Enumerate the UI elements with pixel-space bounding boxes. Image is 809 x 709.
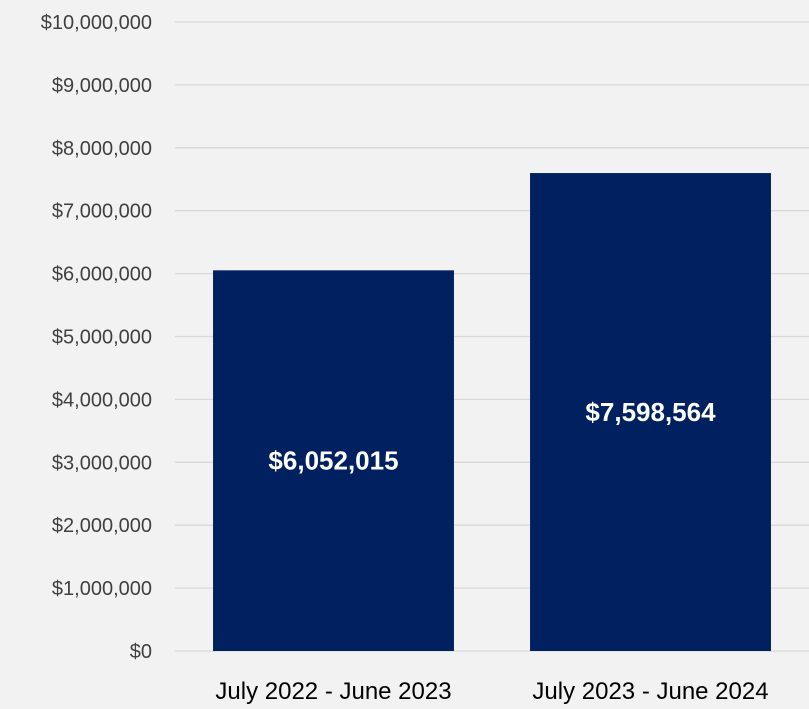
data-labels: $6,052,015 $7,598,564 <box>268 397 716 476</box>
y-tick-label: $7,000,000 <box>52 201 152 223</box>
x-axis-category-labels: July 2022 - June 2023 July 2023 - June 20… <box>215 678 768 705</box>
y-axis-tick-labels: $0 $1,000,000 $2,000,000 $3,000,000 $4,000,0… <box>41 12 152 663</box>
y-tick-label: $9,000,000 <box>52 75 152 97</box>
x-category-label: July 2022 - June 2023 <box>215 678 451 705</box>
bar <box>530 173 771 651</box>
bar <box>213 270 454 651</box>
y-tick-label: $0 <box>130 641 152 663</box>
y-tick-label: $1,000,000 <box>52 578 152 600</box>
y-tick-label: $2,000,000 <box>52 515 152 537</box>
y-tick-label: $4,000,000 <box>52 389 152 411</box>
x-category-label: July 2023 - June 2024 <box>532 678 768 705</box>
data-label: $7,598,564 <box>585 397 716 427</box>
y-tick-label: $10,000,000 <box>41 12 152 34</box>
y-tick-label: $3,000,000 <box>52 452 152 474</box>
bars <box>213 173 771 651</box>
y-tick-label: $5,000,000 <box>52 327 152 349</box>
data-label: $6,052,015 <box>268 446 398 476</box>
y-tick-label: $8,000,000 <box>52 138 152 160</box>
y-tick-label: $6,000,000 <box>52 264 152 286</box>
